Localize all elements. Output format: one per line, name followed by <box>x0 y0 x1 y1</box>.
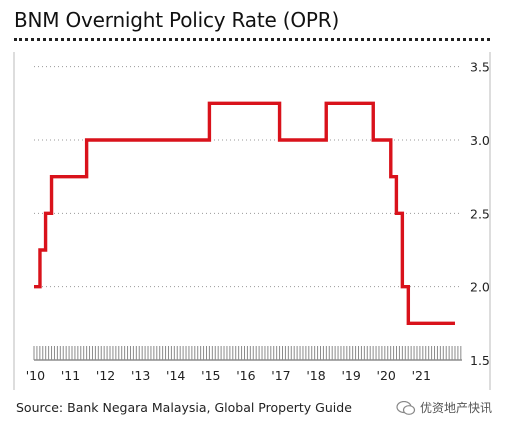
x-tick-label: '21 <box>412 368 431 383</box>
opr-series-line <box>34 103 455 323</box>
x-tick-label: '12 <box>96 368 115 383</box>
watermark-text: 优资地产快讯 <box>420 399 492 416</box>
y-tick-label: 2.0 <box>470 280 490 295</box>
x-tick-label: '18 <box>306 368 325 383</box>
watermark: 优资地产快讯 <box>396 399 492 416</box>
x-tick-label: '19 <box>341 368 360 383</box>
y-tick-label: 2.5 <box>470 206 490 221</box>
wechat-icon <box>396 401 416 415</box>
x-tick-label: '14 <box>166 368 185 383</box>
y-tick-label: 3.0 <box>470 133 490 148</box>
source-note: Source: Bank Negara Malaysia, Global Pro… <box>16 400 352 415</box>
x-tick-label: '10 <box>26 368 45 383</box>
y-tick-label: 1.5 <box>470 353 490 368</box>
y-tick-label: 3.5 <box>470 60 490 75</box>
x-tick-label: '15 <box>201 368 220 383</box>
x-tick-label: '20 <box>377 368 396 383</box>
x-tick-label: '13 <box>131 368 150 383</box>
series <box>34 103 455 323</box>
x-tick-label: '11 <box>61 368 80 383</box>
tick-labels: 1.5 2.0 2.5 3.0 3.5 '10 '11 '12 '13 '14 '15 '16 '17 '… <box>26 60 490 383</box>
x-tick-label: '17 <box>271 368 290 383</box>
x-tick-label: '16 <box>236 368 255 383</box>
